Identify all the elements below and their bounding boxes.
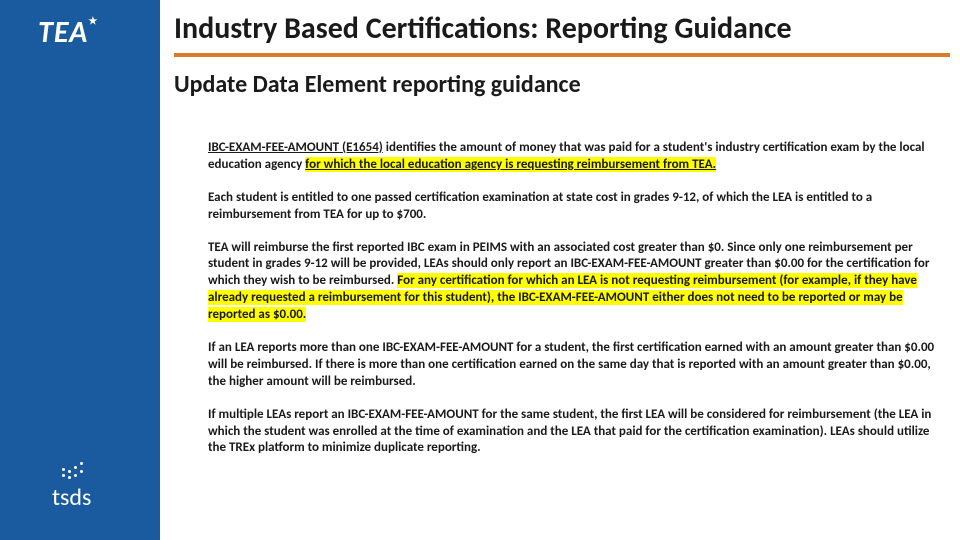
paragraph-1: IBC-EXAM-FEE-AMOUNT (E1654) identifies t… <box>208 140 948 174</box>
page-title: Industry Based Certifications: Reporting… <box>174 10 950 57</box>
tsds-logo: tsds <box>52 483 91 512</box>
slide: TEA★ tsds Industry Based Certifications:… <box>0 0 960 540</box>
sidebar: TEA★ tsds <box>0 0 160 540</box>
page-subtitle: Update Data Element reporting guidance <box>174 70 581 99</box>
paragraph-5: If multiple LEAs report an IBC-EXAM-FEE-… <box>208 407 948 458</box>
tea-logo: TEA★ <box>38 14 98 51</box>
content-area: Industry Based Certifications: Reporting… <box>160 0 960 540</box>
p1-lead: IBC-EXAM-FEE-AMOUNT (E1654) <box>208 140 383 155</box>
tsds-dots-icon <box>58 452 88 482</box>
paragraph-4: If an LEA reports more than one IBC-EXAM… <box>208 340 948 391</box>
paragraph-3: TEA will reimburse the first reported IB… <box>208 240 948 324</box>
tea-logo-text: TEA <box>38 14 88 51</box>
body-text: IBC-EXAM-FEE-AMOUNT (E1654) identifies t… <box>208 140 948 473</box>
paragraph-2: Each student is entitled to one passed c… <box>208 190 948 224</box>
star-icon: ★ <box>88 14 98 27</box>
p1-highlight: for which the local education agency is … <box>305 157 716 172</box>
